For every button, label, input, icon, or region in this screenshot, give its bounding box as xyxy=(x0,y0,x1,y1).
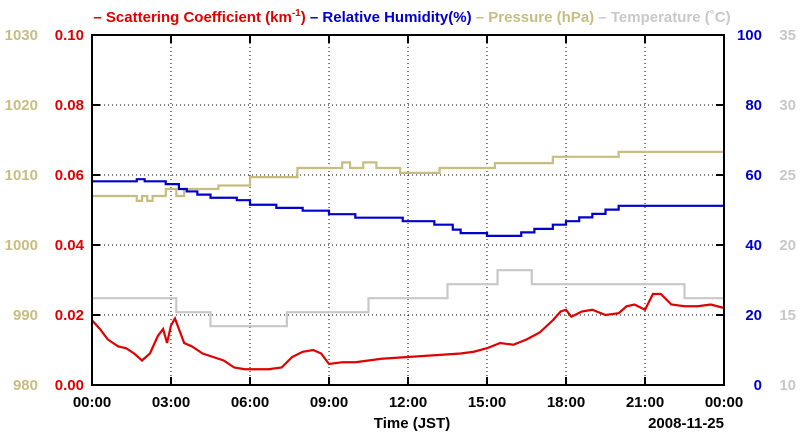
title-rh: – Relative Humidity(%) xyxy=(306,9,472,26)
chart-title: – Scattering Coefficient (km-1) – Relati… xyxy=(93,8,730,26)
title-sc-suffix: ) xyxy=(301,9,306,26)
title-sc: – Scattering Coefficient (km xyxy=(93,9,291,26)
series-line-humidity xyxy=(92,178,724,237)
title-tp: – Temperature (˚C) xyxy=(594,9,730,26)
x-axis-label: Time (JST) xyxy=(374,415,450,432)
series-line-temperature xyxy=(92,269,724,328)
x-tick-label: 12:00 xyxy=(389,394,427,411)
x-tick-label: 03:00 xyxy=(152,394,190,411)
series-temperature xyxy=(92,269,724,328)
x-tick-label: 00:00 xyxy=(705,394,743,411)
y-tick-label-humidity: 0 xyxy=(754,377,762,394)
y-tick-label-pressure: 990 xyxy=(13,307,38,324)
y-tick-label-scattering: 0.04 xyxy=(55,237,85,254)
x-tick-label: 00:00 xyxy=(73,394,111,411)
series-line-scattering xyxy=(91,292,725,371)
y-tick-label-scattering: 0.02 xyxy=(55,307,84,324)
y-tick-label-temperature: 25 xyxy=(779,167,796,184)
series-scattering xyxy=(91,292,725,371)
y-tick-label-pressure: 1020 xyxy=(5,97,38,114)
series-humidity xyxy=(92,178,724,237)
y-tick-label-scattering: 0.08 xyxy=(55,97,84,114)
y-tick-label-temperature: 20 xyxy=(779,237,796,254)
x-tick-label: 06:00 xyxy=(231,394,269,411)
y-tick-label-humidity: 100 xyxy=(737,27,762,44)
y-tick-label-pressure: 1000 xyxy=(5,237,38,254)
x-tick-label: 21:00 xyxy=(626,394,664,411)
y-tick-label-temperature: 10 xyxy=(779,377,796,394)
grid xyxy=(92,35,724,385)
x-tick-label: 18:00 xyxy=(547,394,585,411)
series-layer xyxy=(91,150,725,371)
series-pressure xyxy=(92,150,724,202)
y-tick-label-pressure: 1030 xyxy=(5,27,38,44)
x-tick-label: 09:00 xyxy=(310,394,348,411)
title-pr: – Pressure (hPa) xyxy=(472,9,595,26)
y-tick-label-humidity: 40 xyxy=(745,237,762,254)
y-tick-label-humidity: 60 xyxy=(745,167,762,184)
y-tick-label-temperature: 30 xyxy=(779,97,796,114)
date-label: 2008-11-25 xyxy=(648,415,724,432)
y-tick-label-humidity: 80 xyxy=(745,97,762,114)
x-tick-label: 15:00 xyxy=(468,394,506,411)
y-tick-label-scattering: 0.00 xyxy=(55,377,84,394)
axis-ticks: 00:00 03:00 06:00 09:00 12:00 15:00 18:00 21:00… xyxy=(5,27,796,411)
title-sc-superscript: -1 xyxy=(292,8,301,19)
y-tick-label-scattering: 0.10 xyxy=(55,27,84,44)
y-tick-label-pressure: 1010 xyxy=(5,167,38,184)
y-tick-label-scattering: 0.06 xyxy=(55,167,84,184)
y-tick-label-temperature: 15 xyxy=(779,307,796,324)
y-tick-label-humidity: 20 xyxy=(745,307,762,324)
y-tick-label-pressure: 980 xyxy=(13,377,38,394)
y-tick-label-temperature: 35 xyxy=(779,27,796,44)
series-line-pressure xyxy=(92,150,724,202)
